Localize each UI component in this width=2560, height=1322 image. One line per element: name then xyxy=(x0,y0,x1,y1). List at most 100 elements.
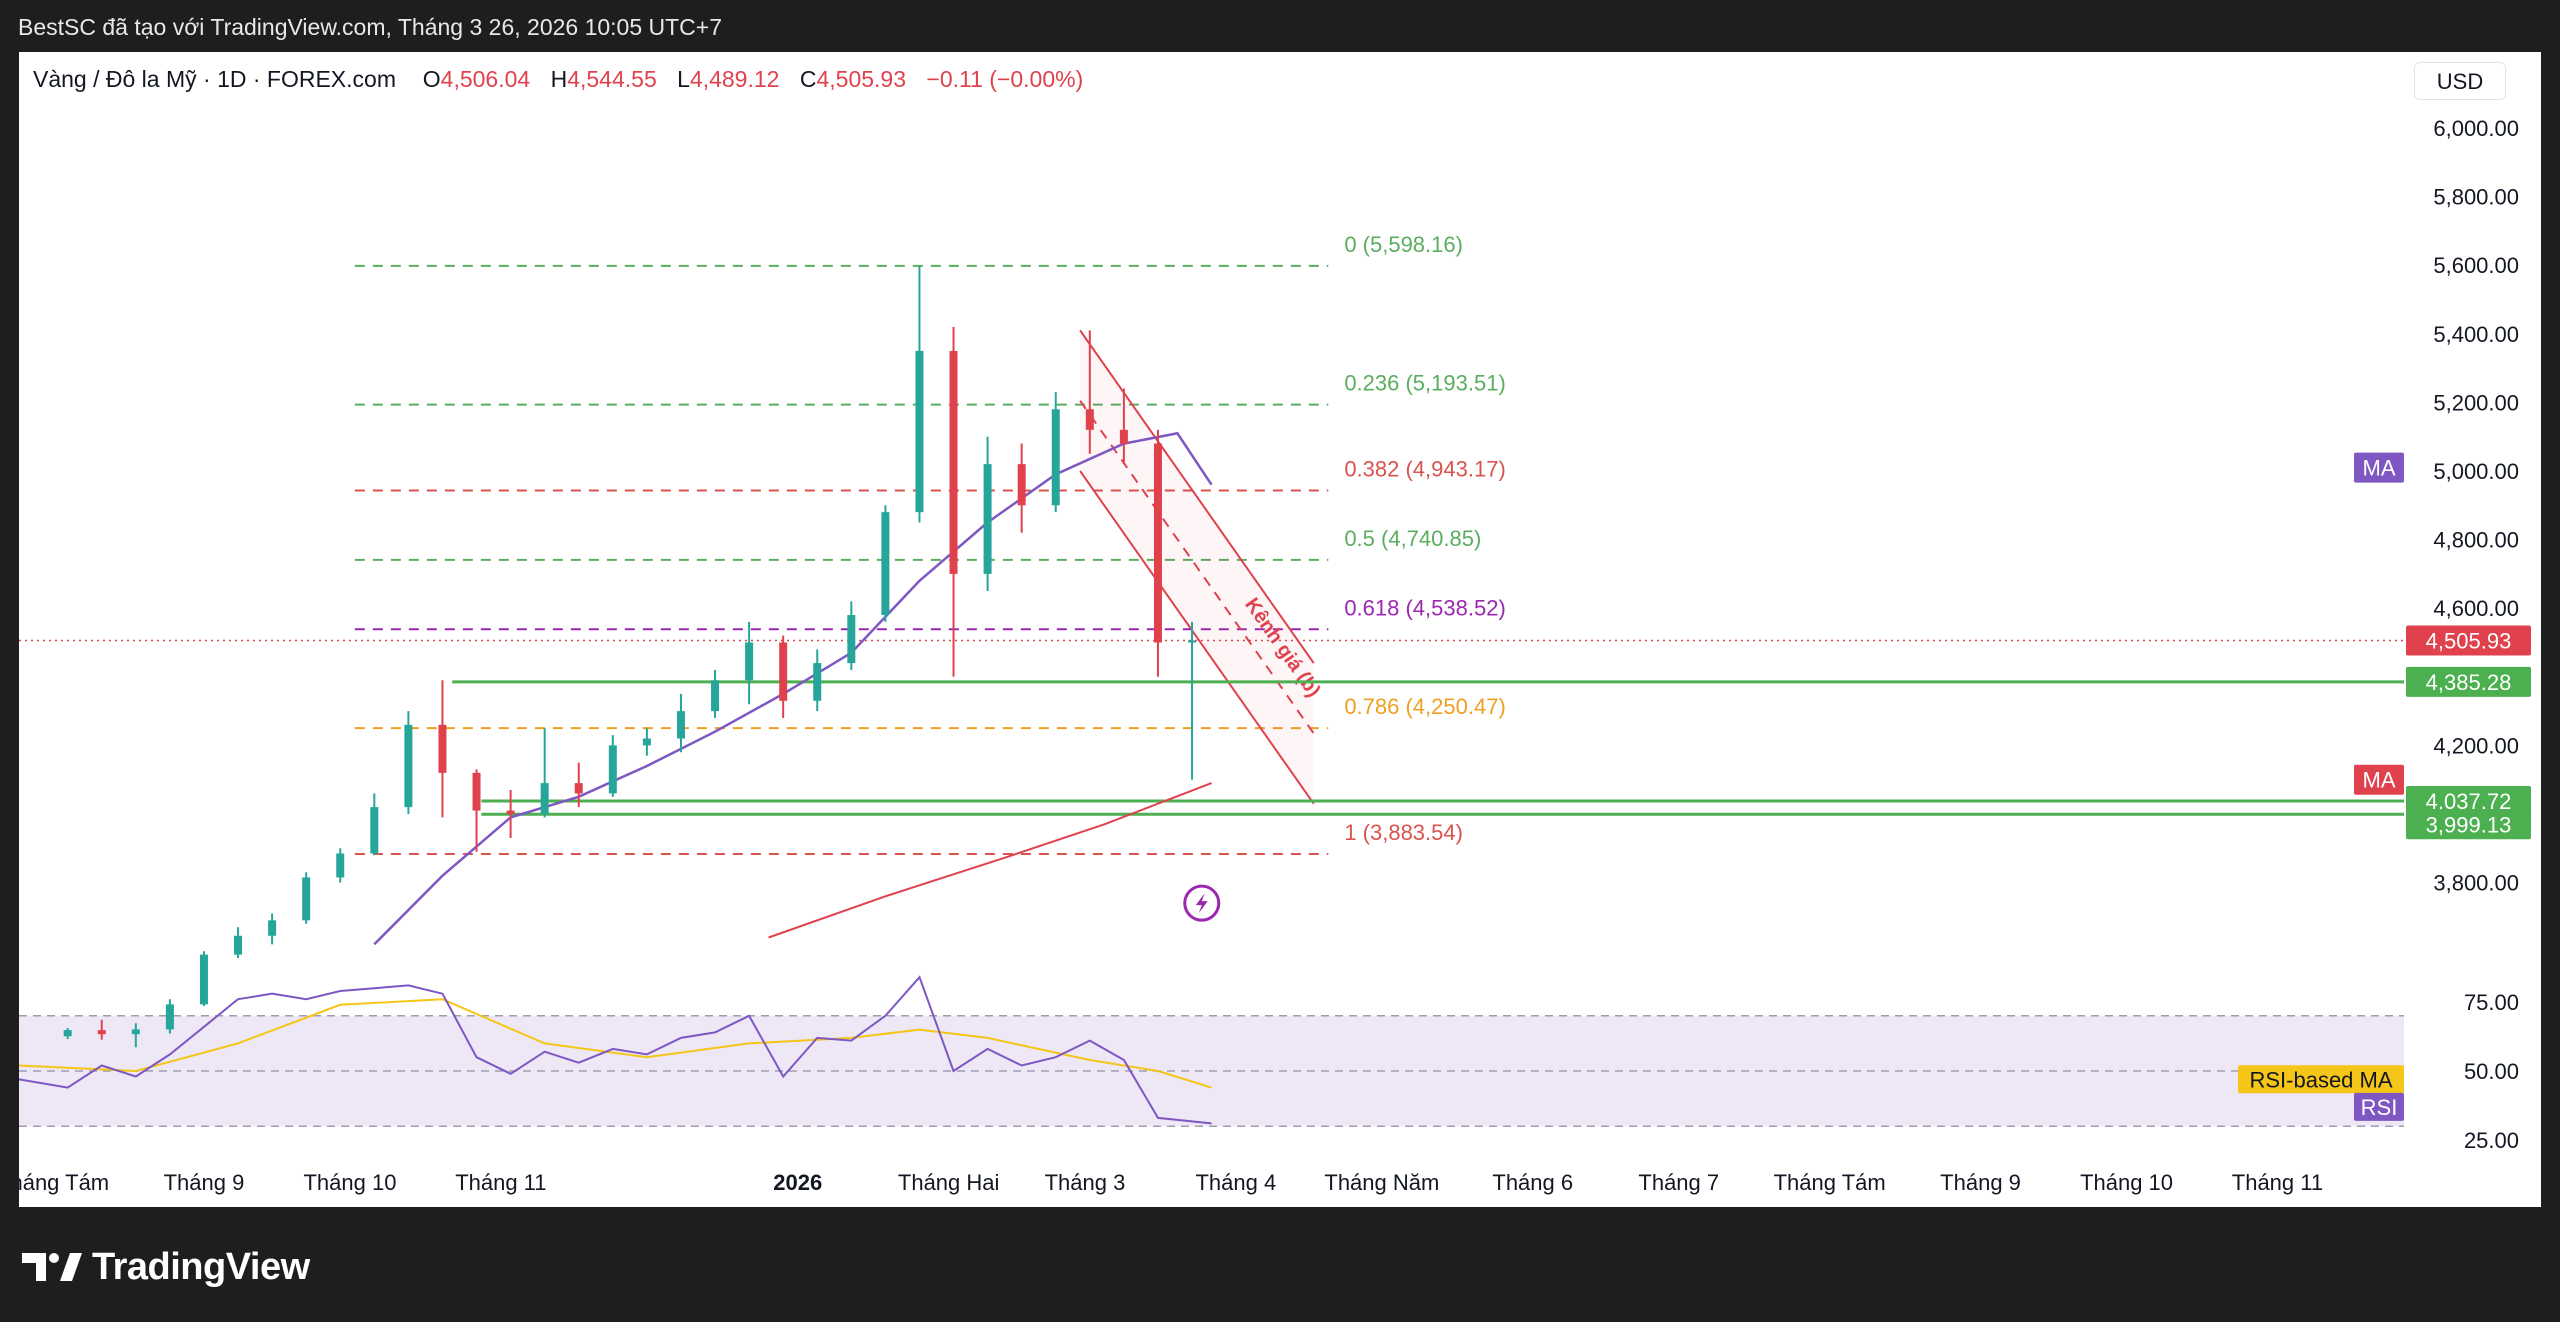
fib-level-label: 0 (5,598.16) xyxy=(1344,232,1463,257)
candle-body xyxy=(1051,409,1060,506)
price-tick-label: 4,200.00 xyxy=(2433,733,2519,758)
candle-body xyxy=(983,464,992,574)
close-value: 4,505.93 xyxy=(816,66,906,92)
candle-body xyxy=(608,745,617,794)
footer: TradingView xyxy=(0,1207,2560,1322)
time-tick-label: Tháng 10 xyxy=(303,1170,396,1195)
price-tick-label: 6,000.00 xyxy=(2433,116,2519,141)
price-tick-label: 5,600.00 xyxy=(2433,253,2519,278)
fib-level-label: 0.786 (4,250.47) xyxy=(1344,694,1505,719)
top-caption-bar: BestSC đã tạo với TradingView.com, Tháng… xyxy=(0,0,2560,50)
fib-level-label: 0.236 (5,193.51) xyxy=(1344,371,1505,396)
ma-slow-line xyxy=(768,782,1212,939)
candle-body xyxy=(268,920,277,936)
chart-panel[interactable]: 0 (5,598.16) 0.236 (5,193.51) 0.382 (4,943… xyxy=(19,52,2541,1207)
time-tick-label: Tháng 4 xyxy=(1195,1170,1276,1195)
high-value: 4,544.55 xyxy=(567,66,657,92)
time-tick-label: Tháng 7 xyxy=(1638,1170,1719,1195)
candle-body xyxy=(1017,464,1026,506)
support-price-badge-bg xyxy=(2406,666,2531,697)
time-tick-label: Tháng 9 xyxy=(164,1170,245,1195)
low-value: 4,489.12 xyxy=(689,66,780,92)
time-tick-label: Tháng 11 xyxy=(2232,1170,2323,1195)
support-price-badge-bg xyxy=(2406,809,2531,840)
candle-body xyxy=(1188,640,1197,643)
rsi-ma-line xyxy=(19,998,1212,1089)
support-price-badge-bg xyxy=(2406,786,2531,817)
candle-body xyxy=(745,642,754,681)
time-tick-label: Tháng 9 xyxy=(1940,1170,2021,1195)
open-label: O xyxy=(422,66,441,92)
price-channel-upper xyxy=(1079,329,1315,664)
symbol-title[interactable]: Vàng / Đô la Mỹ · 1D · FOREX.com xyxy=(33,66,396,92)
tradingview-logo[interactable]: TradingView xyxy=(22,1245,310,1288)
candle-body xyxy=(676,711,685,739)
candle-body xyxy=(234,935,243,955)
rsi-tick-label: 50.00 xyxy=(2464,1059,2519,1084)
candle-body xyxy=(472,772,481,811)
price-tick-label: 4,600.00 xyxy=(2433,596,2519,621)
tradingview-logo-icon xyxy=(22,1253,82,1281)
snapshot-caption: BestSC đã tạo với TradingView.com, Tháng… xyxy=(18,14,723,40)
time-tick-label: Tháng 6 xyxy=(1492,1170,1573,1195)
candle-body xyxy=(847,615,856,664)
ma-fast-line xyxy=(373,431,1213,946)
time-tick-label: Tháng Năm xyxy=(1324,1170,1439,1195)
last-price-badge-bg xyxy=(2406,625,2531,656)
candle-body xyxy=(949,350,958,574)
time-tick-label: Tháng 10 xyxy=(2080,1170,2173,1195)
candle-body xyxy=(131,1029,140,1035)
candle-body xyxy=(813,663,822,701)
candle-body xyxy=(336,853,345,878)
candle-body xyxy=(1085,409,1094,430)
price-tick-label: 5,000.00 xyxy=(2433,459,2519,484)
candle-body xyxy=(642,738,651,746)
fib-level-label: 0.382 (4,943.17) xyxy=(1344,456,1505,481)
close-label: C xyxy=(799,66,817,92)
fib-level-label: 0.618 (4,538.52) xyxy=(1344,595,1505,620)
candle-body xyxy=(711,680,720,712)
candle-body xyxy=(370,807,379,854)
support-price-badge: 3,999.13 xyxy=(2426,812,2512,837)
candle-body xyxy=(574,783,583,794)
price-tick-label: 4,800.00 xyxy=(2433,528,2519,553)
ma-slow-badge-bg xyxy=(2354,764,2404,795)
candle-body xyxy=(540,783,549,814)
chart-canvas[interactable]: 0 (5,598.16) 0.236 (5,193.51) 0.382 (4,943… xyxy=(19,52,2541,1207)
candle-body xyxy=(404,724,413,808)
candle-body xyxy=(63,1030,72,1037)
candle-body xyxy=(302,877,311,921)
time-tick-label: Tháng 11 xyxy=(455,1170,546,1195)
last-price-badge: 4,505.93 xyxy=(2426,628,2512,653)
candle-body xyxy=(506,810,515,814)
price-tick-label: 5,800.00 xyxy=(2433,185,2519,210)
candle-body xyxy=(438,724,447,773)
price-tick-label: 5,200.00 xyxy=(2433,390,2519,415)
lightning-icon xyxy=(1195,893,1208,914)
rsi-badge: RSI xyxy=(2361,1095,2398,1120)
rsi-ma-badge: RSI-based MA xyxy=(2249,1067,2392,1092)
tradingview-wordmark: TradingView xyxy=(92,1245,310,1288)
candle-body xyxy=(1153,443,1162,643)
time-tick-label: Tháng Tám xyxy=(19,1170,109,1195)
candle-body xyxy=(97,1030,106,1035)
open-value: 4,506.04 xyxy=(440,66,531,92)
price-tick-label: 5,400.00 xyxy=(2433,322,2519,347)
fib-level-label: 0.5 (4,740.85) xyxy=(1344,526,1481,551)
price-tick-label: 3,800.00 xyxy=(2433,871,2519,896)
ma-slow-badge: MA xyxy=(2363,768,2396,793)
time-tick-label: 2026 xyxy=(773,1170,822,1195)
candle-body xyxy=(1119,429,1128,444)
price-channel-lower xyxy=(1079,470,1315,805)
change-value: −0.11 (−0.00%) xyxy=(926,66,1084,92)
support-price-badge: 4,385.28 xyxy=(2426,670,2512,695)
candle-body xyxy=(779,642,788,701)
low-label: L xyxy=(677,66,690,92)
high-label: H xyxy=(550,66,568,92)
time-tick-label: Tháng Hai xyxy=(898,1170,1000,1195)
candle-body xyxy=(915,350,924,513)
rsi-line xyxy=(19,975,1212,1125)
rsi-tick-label: 25.00 xyxy=(2464,1128,2519,1153)
price-channel-mid xyxy=(1079,400,1315,734)
currency-button[interactable]: USD xyxy=(2414,62,2506,100)
